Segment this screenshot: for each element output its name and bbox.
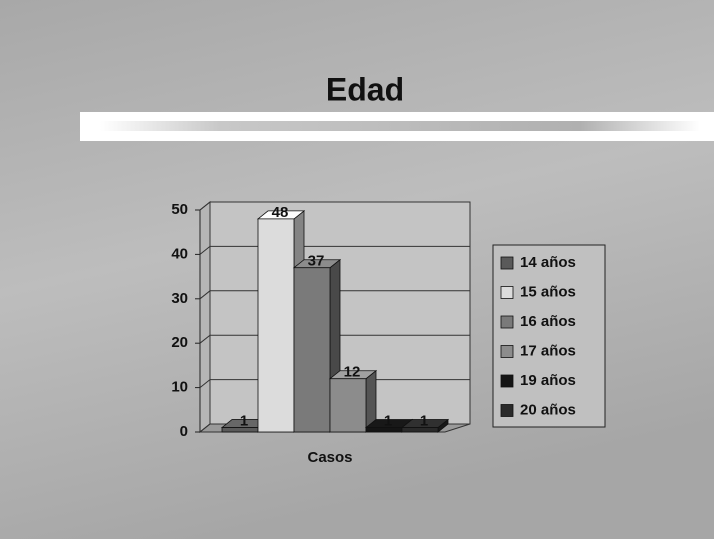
y-tick-label: 20 [171,334,188,351]
y-tick-label: 50 [171,201,188,218]
stripe-brush [100,121,700,131]
legend-label: 17 años [520,342,576,359]
x-tick-label: Casos [307,449,352,466]
grid-line [199,334,470,344]
legend-swatch [500,404,514,417]
bar [293,267,331,433]
grid-line [199,290,470,300]
legend-label: 16 años [520,313,576,330]
data-label: 1 [240,413,248,430]
y-tick-label: 30 [171,290,188,307]
legend-label: 15 años [520,283,576,300]
data-label: 1 [420,413,428,430]
data-label: 12 [344,364,361,381]
y-tick-label: 10 [171,379,188,396]
grid-line [199,201,470,211]
legend-label: 14 años [520,254,576,271]
bar [329,378,367,433]
legend-swatch [500,286,514,299]
bar [401,427,439,433]
legend-label: 20 años [520,401,576,418]
y-tick-label: 40 [171,245,188,262]
grid-line [199,245,470,255]
legend-label: 19 años [520,372,576,389]
legend-swatch [500,256,514,270]
legend-swatch [500,374,514,388]
data-label: 37 [308,253,325,270]
data-label: 1 [384,413,392,430]
legend-box [492,244,606,428]
y-tick-label: 0 [180,423,188,440]
legend-swatch [500,345,514,358]
data-label: 48 [272,204,289,221]
side-wall [199,200,211,434]
legend-swatch [500,315,514,329]
chart-title: Edad [326,71,404,107]
bar [257,218,295,433]
grid-line [199,379,470,388]
